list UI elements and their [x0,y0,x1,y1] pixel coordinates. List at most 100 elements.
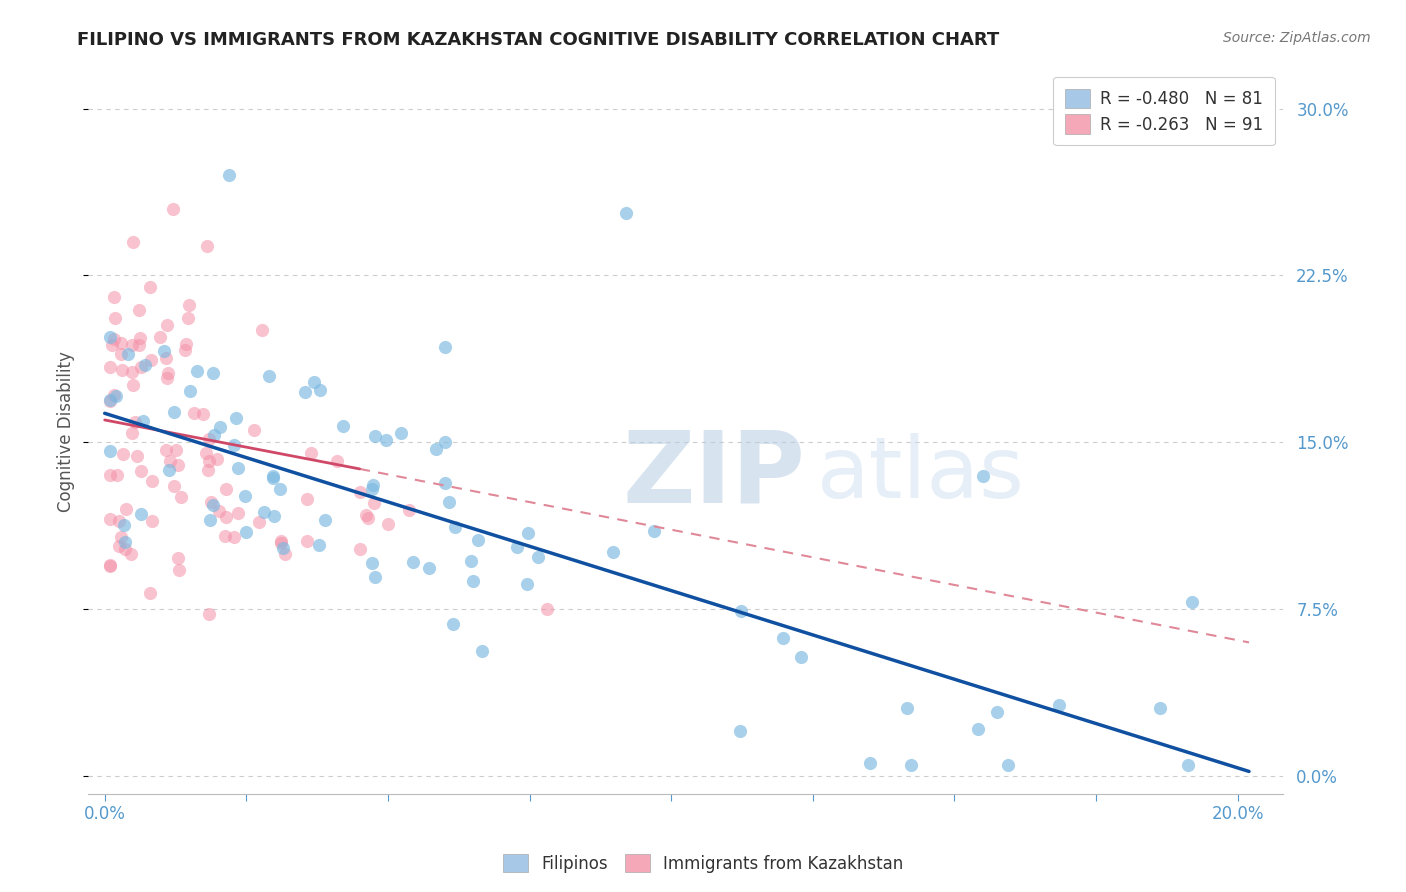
Point [460,554,482,568]
Point [444,519,467,533]
Point [125,449,148,463]
Text: atlas: atlas [817,434,1025,516]
Point [128,338,150,352]
Point [201,498,224,512]
Point [257,368,280,383]
Point [117,347,139,361]
Point [157,462,180,476]
Point [361,477,384,491]
Point [156,371,179,385]
Point [361,483,384,497]
Point [226,461,249,475]
Point [418,561,440,575]
Point [139,586,162,600]
Point [98,360,121,375]
Point [141,474,163,488]
Point [163,405,186,419]
Point [349,541,371,556]
Legend: R = -0.480   N = 81, R = -0.263   N = 91: R = -0.480 N = 81, R = -0.263 N = 91 [1053,77,1275,145]
Point [997,757,1019,772]
Point [208,420,231,434]
Point [110,336,132,351]
Point [226,506,249,520]
Point [269,482,291,496]
Point [174,337,197,351]
Point [177,310,200,325]
Point [467,533,489,548]
Point [129,360,152,375]
Legend: Filipinos, Immigrants from Kazakhstan: Filipinos, Immigrants from Kazakhstan [496,847,910,880]
Point [114,534,136,549]
Point [308,537,330,551]
Point [129,464,152,478]
Point [134,358,156,372]
Point [377,516,399,531]
Point [433,476,456,491]
Point [253,505,276,519]
Point [169,563,191,577]
Point [425,442,447,457]
Point [859,756,882,771]
Point [200,495,222,509]
Point [896,700,918,714]
Text: ZIP: ZIP [621,426,804,523]
Point [122,235,145,249]
Point [262,468,284,483]
Point [263,509,285,524]
Point [197,454,219,468]
Y-axis label: Cognitive Disability: Cognitive Disability [58,351,75,511]
Point [243,423,266,437]
Point [294,384,316,399]
Point [110,346,132,360]
Point [114,541,136,556]
Point [364,570,387,584]
Point [1149,700,1171,714]
Point [197,432,219,446]
Point [105,468,128,483]
Point [972,468,994,483]
Point [461,574,484,588]
Point [191,407,214,421]
Point [194,446,217,460]
Point [225,410,247,425]
Point [98,558,121,572]
Point [110,530,132,544]
Point [98,512,121,526]
Point [208,504,231,518]
Point [270,533,292,548]
Point [156,318,179,333]
Text: Source: ZipAtlas.com: Source: ZipAtlas.com [1223,31,1371,45]
Point [218,169,240,183]
Point [790,650,813,665]
Point [398,502,420,516]
Point [115,502,138,516]
Point [129,507,152,521]
Point [986,706,1008,720]
Point [375,433,398,447]
Point [247,515,270,529]
Point [506,541,529,555]
Point [105,389,128,403]
Point [98,467,121,482]
Point [517,526,540,541]
Point [730,604,752,618]
Point [1181,595,1204,609]
Point [139,352,162,367]
Point [103,388,125,402]
Point [526,549,548,564]
Point [215,482,238,496]
Point [1047,698,1070,713]
Point [1177,757,1199,772]
Point [304,376,326,390]
Point [233,489,256,503]
Point [155,442,177,457]
Text: FILIPINO VS IMMIGRANTS FROM KAZAKHSTAN COGNITIVE DISABILITY CORRELATION CHART: FILIPINO VS IMMIGRANTS FROM KAZAKHSTAN C… [77,31,1000,49]
Point [270,536,292,550]
Point [772,631,794,645]
Point [124,416,146,430]
Point [433,340,456,354]
Point [728,723,751,738]
Point [967,722,990,736]
Point [167,458,190,473]
Point [103,332,125,346]
